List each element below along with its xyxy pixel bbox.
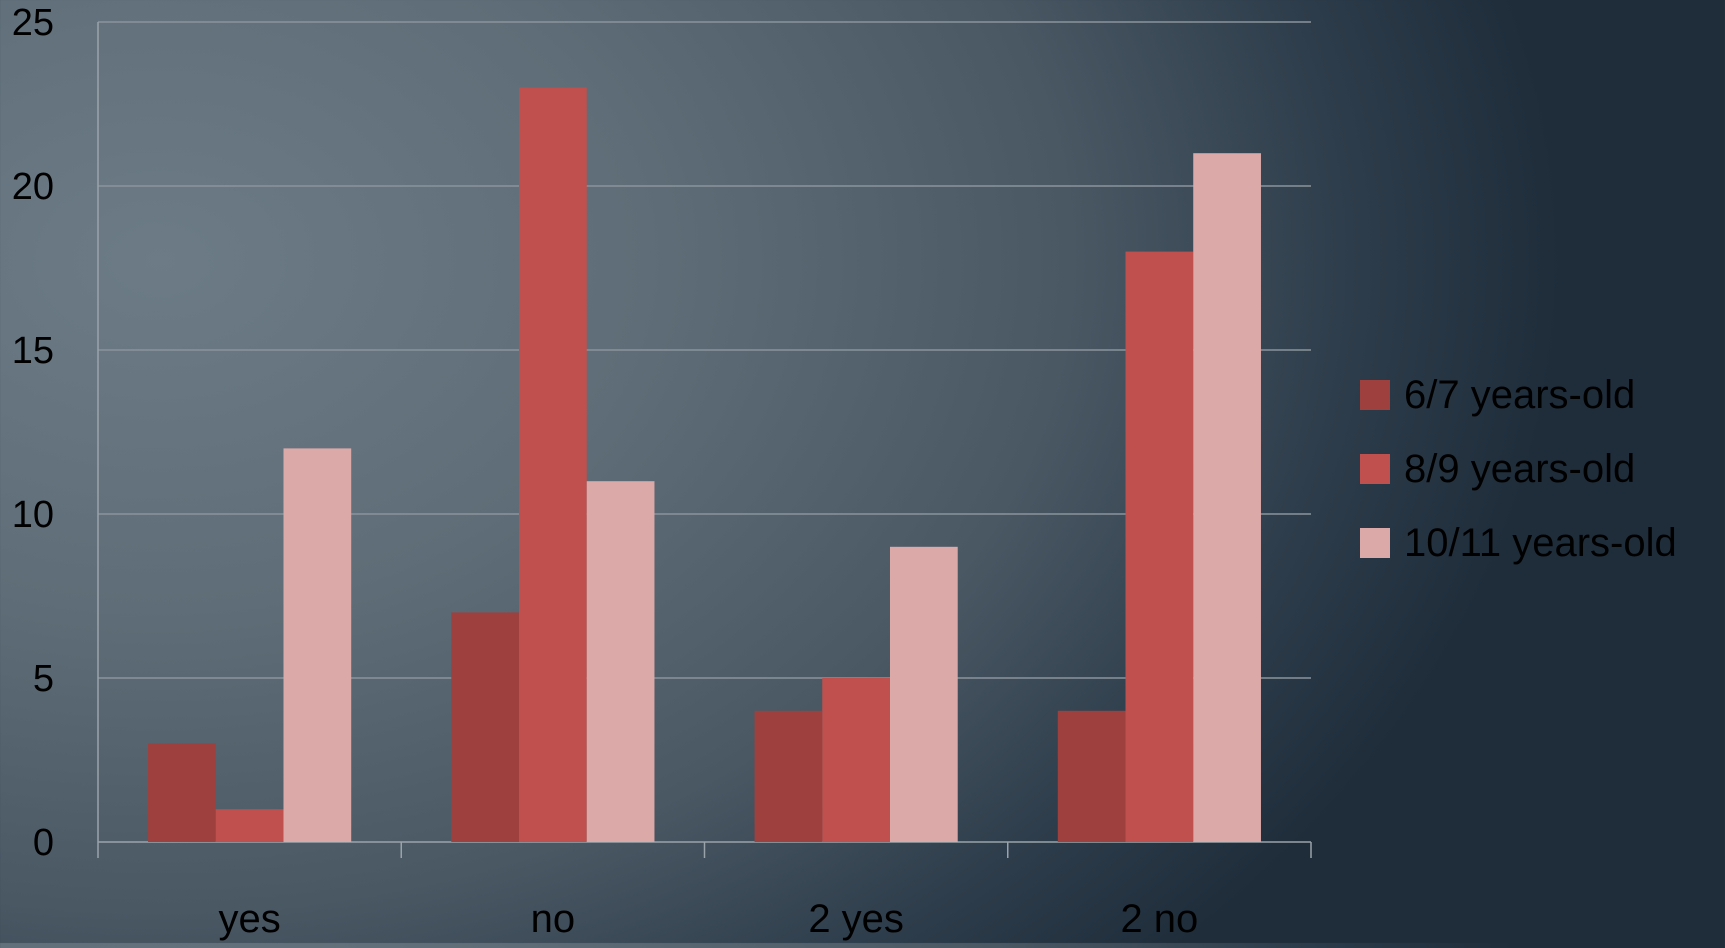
x-tick-label: 2 yes [808,897,904,941]
bar-8-9-years-old-2-yes [822,678,890,842]
legend: 6/7 years-old 8/9 years-old 10/11 years-ol… [1360,373,1677,565]
bar-8-9-years-old-no [519,87,587,843]
y-tick-label: 25 [12,2,54,44]
bar-10-11-years-old-no [586,481,655,842]
bars [148,87,1261,843]
y-tick-label: 15 [12,330,54,372]
y-tick-labels: 0 5 10 15 20 25 [12,2,54,864]
y-tick-label: 20 [12,166,54,208]
bar-6-7-years-old-2-no [1057,710,1126,842]
legend-swatch [1360,528,1390,558]
bar-6-7-years-old-no [451,612,520,842]
x-tick-labels: yes no 2 yes 2 no [219,897,1199,941]
legend-swatch [1360,380,1390,410]
y-tick-label: 5 [33,658,54,700]
x-tick-label: no [531,897,576,941]
y-tick-label: 0 [33,822,54,864]
legend-swatch [1360,454,1390,484]
bar-10-11-years-old-2-yes [889,546,958,842]
bar-10-11-years-old-2-no [1193,153,1261,842]
bar-6-7-years-old-yes [148,743,216,842]
bar-8-9-years-old-yes [215,809,284,842]
legend-label: 10/11 years-old [1404,521,1677,565]
bar-10-11-years-old-yes [283,448,352,842]
bar-8-9-years-old-2-no [1125,251,1194,843]
y-tick-label: 10 [12,494,54,536]
x-tick-label: 2 no [1120,897,1198,941]
legend-label: 8/9 years-old [1404,447,1635,491]
x-tick-label: yes [219,897,281,941]
legend-label: 6/7 years-old [1404,373,1635,417]
bar-6-7-years-old-2-yes [754,710,823,842]
